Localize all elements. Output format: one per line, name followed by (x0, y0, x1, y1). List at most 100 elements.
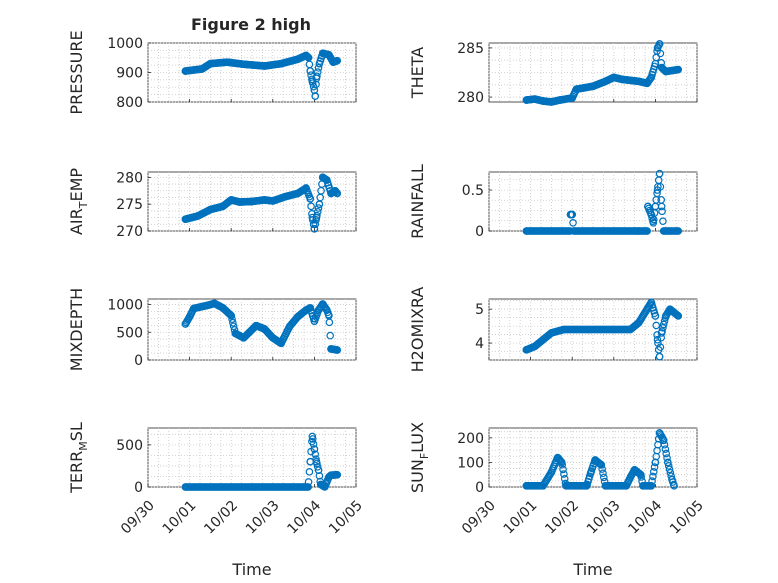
data-point (622, 481, 631, 490)
data-point (674, 312, 683, 320)
data-point (569, 219, 577, 227)
data-point (223, 58, 231, 66)
data-point (601, 481, 610, 490)
y-tick-label: 0 (134, 480, 143, 496)
series-mixdepth (181, 299, 342, 354)
data-point (181, 320, 190, 328)
data-point (547, 329, 556, 337)
data-point (582, 481, 591, 490)
data-point (248, 197, 256, 206)
data-point (599, 469, 607, 478)
data-point (260, 62, 269, 70)
data-point (235, 198, 244, 206)
series-terr_msl (181, 432, 342, 491)
y-tick-label: 200 (457, 431, 484, 447)
data-point (304, 53, 313, 62)
y-tick-label: 500 (116, 325, 143, 341)
data-point (268, 334, 277, 342)
data-point (315, 200, 324, 208)
y-tick-label: 100 (457, 455, 484, 471)
data-point (325, 50, 333, 59)
data-point (539, 335, 547, 344)
y-axis-label: RAINFALL (408, 164, 427, 239)
data-point (194, 212, 202, 220)
data-point (333, 470, 342, 479)
figure-title: Figure 2 high (191, 15, 311, 34)
data-point (307, 202, 315, 211)
series-sun_flux (522, 429, 678, 490)
data-point (652, 321, 661, 330)
data-point (210, 299, 219, 308)
data-point (651, 458, 660, 467)
data-point (522, 227, 531, 235)
data-point (618, 75, 626, 84)
y-axis-label: AIRTEMP (67, 168, 90, 235)
data-point (202, 301, 211, 310)
data-point (181, 483, 190, 491)
data-point (560, 470, 568, 478)
data-point (647, 298, 656, 307)
data-point (308, 213, 317, 222)
data-point (672, 310, 681, 319)
data-point (650, 463, 659, 471)
y-axis-label: TERRMSL (67, 422, 90, 494)
x-tick-label: 10/01 (501, 498, 541, 538)
data-point (309, 82, 318, 91)
data-point (268, 197, 277, 205)
y-axis-label: SUNFLUX (408, 422, 431, 493)
data-point (626, 473, 635, 481)
data-point (597, 461, 606, 469)
data-point (311, 450, 320, 458)
data-point (539, 97, 547, 105)
data-point (304, 483, 312, 491)
data-point (609, 325, 618, 334)
data-point (660, 440, 669, 449)
data-point (657, 202, 666, 211)
data-point (562, 481, 570, 490)
grid-terr_msl (147, 428, 357, 488)
y-tick-label: 0 (475, 480, 484, 496)
data-point (326, 331, 335, 340)
data-point (656, 343, 665, 351)
data-point (224, 309, 233, 318)
data-point (329, 58, 337, 66)
data-point (260, 196, 269, 204)
data-point (260, 325, 269, 333)
y-tick-label: 4 (475, 336, 484, 352)
data-point (591, 456, 599, 464)
series-air_temp (181, 173, 342, 233)
data-point (229, 318, 237, 327)
data-point (325, 311, 333, 320)
data-point (539, 481, 547, 490)
data-point (649, 472, 657, 481)
data-point (600, 473, 608, 482)
y-tick-label: 0 (134, 353, 143, 369)
data-point (293, 55, 302, 64)
data-point (305, 468, 314, 476)
data-point (314, 466, 323, 474)
data-point (659, 324, 667, 332)
y-tick-label: 270 (116, 224, 143, 240)
y-axis-label: THETA (408, 47, 427, 99)
x-tick-label: 10/02 (201, 498, 241, 538)
y-tick-label: 0 (475, 224, 484, 240)
data-point (302, 184, 310, 192)
data-point (653, 44, 662, 52)
data-point (530, 342, 539, 351)
x-tick-label: 10/01 (160, 498, 200, 538)
data-point (314, 306, 323, 314)
y-axis-label: H2OMIXRA (408, 287, 427, 373)
data-point (320, 483, 329, 491)
data-point (312, 457, 321, 466)
data-point (643, 305, 651, 313)
x-axis-label: Time (572, 560, 612, 579)
data-point (630, 465, 639, 474)
subplot-mixdepth: 0 500 1000 MIXDEPTH (67, 288, 357, 371)
data-point (198, 65, 206, 73)
data-point (634, 318, 643, 327)
data-point (651, 59, 660, 68)
data-point (239, 60, 248, 69)
data-point (302, 51, 310, 60)
data-point (570, 227, 578, 235)
data-point (185, 312, 194, 321)
